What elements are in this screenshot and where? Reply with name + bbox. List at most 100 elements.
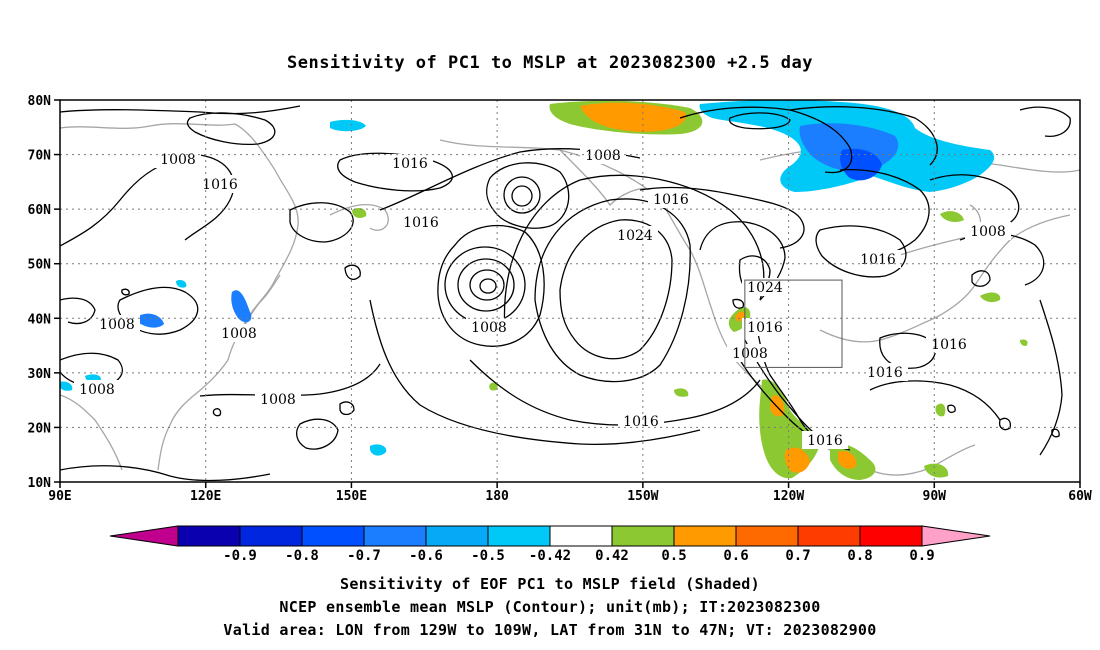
svg-text:1016: 1016 xyxy=(747,320,783,336)
shade-orange-caribbean xyxy=(838,450,857,469)
lat-tick-label: 50N xyxy=(28,258,52,273)
contour-small-4 xyxy=(121,288,130,296)
contour-bering-low-1 xyxy=(503,176,541,214)
contour-label: 1016 xyxy=(648,190,694,208)
contour-label: 1008 xyxy=(580,146,626,164)
colorbar-bin xyxy=(425,525,489,547)
contour-low-2 xyxy=(457,258,515,312)
colorbar-bin xyxy=(239,525,303,547)
contour-label: 1008 xyxy=(74,380,120,398)
colorbar-label: -0.8 xyxy=(285,548,319,564)
contour-label: 1016 xyxy=(618,412,664,430)
shade-green-pacific-2 xyxy=(674,388,689,397)
chart-title: Sensitivity of PC1 to MSLP at 2023082300… xyxy=(287,53,813,73)
shade-blue-pacific xyxy=(370,444,387,456)
shade-green-venezuela xyxy=(924,463,949,478)
contour-label: 1008 xyxy=(94,315,140,333)
colorbar-extend-high xyxy=(921,525,991,547)
contour-canada-2 xyxy=(815,225,907,278)
svg-text:1016: 1016 xyxy=(931,337,967,353)
contour-1016-alaska xyxy=(639,186,805,249)
colorbar-label: 0.7 xyxy=(785,548,810,564)
contour-label: 1016 xyxy=(398,213,444,231)
southeast-asia-coast xyxy=(60,394,123,471)
colorbar-label: 0.5 xyxy=(661,548,686,564)
contour-label: 1008 xyxy=(155,150,201,168)
shade-green-canada xyxy=(940,211,964,222)
shade-green-kamchatka xyxy=(352,207,367,218)
svg-text:1008: 1008 xyxy=(79,382,115,398)
lon-tick-label: 120W xyxy=(773,489,804,504)
contour-1016-outer xyxy=(369,299,701,446)
contour-bering-low-3 xyxy=(486,162,570,229)
contour-low-5 xyxy=(437,224,545,347)
svg-text:1024: 1024 xyxy=(617,228,653,244)
map-grid xyxy=(60,100,1081,482)
shaded-sensitivity xyxy=(60,100,1028,480)
svg-text:1016: 1016 xyxy=(860,252,896,268)
contour-pacific-south xyxy=(199,363,381,397)
shade-orange-arctic xyxy=(580,102,686,132)
svg-text:1016: 1016 xyxy=(867,365,903,381)
colorbar-label: -0.9 xyxy=(223,548,257,564)
svg-text:1008: 1008 xyxy=(260,392,296,408)
kamchatka-coast xyxy=(329,203,389,231)
caption-line-2: NCEP ensemble mean MSLP (Contour); unit(… xyxy=(279,598,820,616)
colorbar-bin xyxy=(363,525,427,547)
shade-blue-small xyxy=(176,279,187,288)
contour-west-1 xyxy=(60,297,96,325)
lon-tick-label: 60W xyxy=(1068,489,1092,504)
contour-label: 1008 xyxy=(255,390,301,408)
contour-small-6 xyxy=(1051,428,1060,438)
colorbar-label: -0.6 xyxy=(409,548,443,564)
colorbar-label: 0.8 xyxy=(847,548,872,564)
contour-label: 1008 xyxy=(466,318,512,336)
map-frame xyxy=(59,99,1081,483)
contour-low-3 xyxy=(469,269,505,301)
shade-deepblue-arctic xyxy=(840,148,882,181)
lon-tick-label: 90W xyxy=(923,489,947,504)
lat-tick-label: 40N xyxy=(28,312,52,327)
svg-text:1016: 1016 xyxy=(403,215,439,231)
contour-label: 1008 xyxy=(965,222,1011,240)
colorbar-bin xyxy=(859,525,923,547)
shade-blue-bering xyxy=(330,119,366,132)
shade-blue-left-edge xyxy=(60,381,73,391)
colorbar-bin xyxy=(177,525,241,547)
map-panel: 1008 1016 1008 1016 1016 1016 1008 1016 … xyxy=(59,99,1081,483)
colorbar-bin xyxy=(549,525,613,547)
lon-tick-label: 150E xyxy=(336,489,367,504)
contour-asia-2 xyxy=(60,105,301,115)
svg-text:1024: 1024 xyxy=(747,280,783,296)
contour-label: 1016 xyxy=(742,318,788,336)
svg-text:1008: 1008 xyxy=(99,317,135,333)
colorbar-label: -0.5 xyxy=(471,548,505,564)
lat-tick-label: 80N xyxy=(28,94,52,109)
contour-okhotsk xyxy=(289,202,354,243)
contour-atlantic-3 xyxy=(1039,299,1063,456)
colorbar-label: 0.9 xyxy=(909,548,934,564)
shade-orange-mexico-2 xyxy=(784,447,810,473)
svg-text:1016: 1016 xyxy=(807,433,843,449)
contour-atlantic-2 xyxy=(1019,106,1071,137)
colorbar-bin xyxy=(487,525,551,547)
contour-small-5 xyxy=(344,264,361,280)
china-coast xyxy=(157,359,229,471)
contour-pacific-loop-2 xyxy=(339,401,355,416)
contour-small-high xyxy=(732,298,745,309)
contour-high-2 xyxy=(534,198,691,383)
svg-text:1008: 1008 xyxy=(732,346,768,362)
lat-tick-label: 20N xyxy=(28,421,52,436)
contour-bering-low-2 xyxy=(511,185,533,207)
svg-text:1016: 1016 xyxy=(202,177,238,193)
caption-line-1: Sensitivity of EOF PC1 to MSLP field (Sh… xyxy=(340,575,760,593)
svg-text:1016: 1016 xyxy=(623,414,659,430)
colorbar-bin xyxy=(301,525,365,547)
contour-low-4 xyxy=(479,278,497,294)
colorbar-label: -0.42 xyxy=(529,548,571,564)
contour-labels: 1008 1016 1008 1016 1016 1016 1008 1016 … xyxy=(74,146,1011,449)
contour-hudson xyxy=(929,174,1020,229)
contour-arctic-3 xyxy=(789,106,938,166)
lon-tick-label: 180 xyxy=(485,489,509,504)
